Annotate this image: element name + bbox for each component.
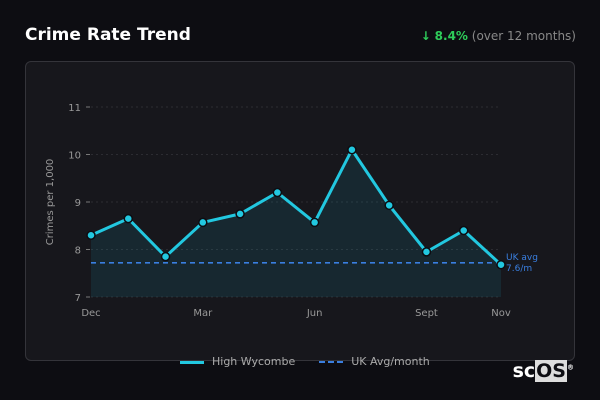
trend-down-arrow-icon: ↓ (420, 29, 431, 43)
data-point (458, 225, 469, 236)
data-point (198, 217, 208, 228)
legend-item-series[interactable]: High Wycombe (180, 355, 295, 368)
uk-average-value-label: 7.6/m (506, 264, 532, 274)
data-point (384, 200, 394, 211)
data-point (496, 259, 506, 270)
data-point (421, 247, 432, 257)
legend-label: UK Avg/month (351, 355, 430, 368)
y-tick-label: 9 (75, 198, 81, 209)
dashed-line-swatch-icon (319, 361, 344, 363)
y-axis-label: Crimes per 1,000 (45, 159, 56, 246)
data-point (235, 209, 245, 219)
data-point (86, 230, 96, 240)
x-tick-label: Sept (415, 308, 438, 319)
y-tick-label: 8 (75, 246, 81, 257)
x-tick-label: Nov (491, 308, 511, 319)
data-point (160, 251, 171, 262)
x-tick-label: Dec (81, 308, 100, 319)
area-fill (91, 149, 501, 297)
legend-item-avg[interactable]: UK Avg/month (319, 355, 430, 368)
solid-line-swatch-icon (180, 360, 204, 364)
page-title: Crime Rate Trend (25, 25, 191, 45)
uk-average-label: UK avg (506, 253, 538, 263)
trend-change-value: 8.4% (434, 29, 468, 43)
y-tick-label: 10 (68, 151, 81, 162)
trend-summary: ↓ 8.4% (over 12 months) (421, 29, 576, 43)
data-point (347, 145, 357, 155)
data-point (272, 187, 283, 198)
data-point (123, 213, 134, 224)
x-tick-label: Mar (193, 308, 213, 319)
data-point (309, 217, 320, 228)
scos-logo: scOS® (512, 360, 574, 382)
legend-label: High Wycombe (212, 355, 296, 368)
x-tick-label: Jun (306, 308, 323, 319)
y-tick-label: 7 (75, 293, 81, 304)
chart-legend: High Wycombe UK Avg/month (180, 355, 430, 368)
y-tick-label: 11 (68, 103, 81, 114)
series-line (90, 148, 503, 266)
trend-change-note: (over 12 months) (471, 29, 576, 43)
